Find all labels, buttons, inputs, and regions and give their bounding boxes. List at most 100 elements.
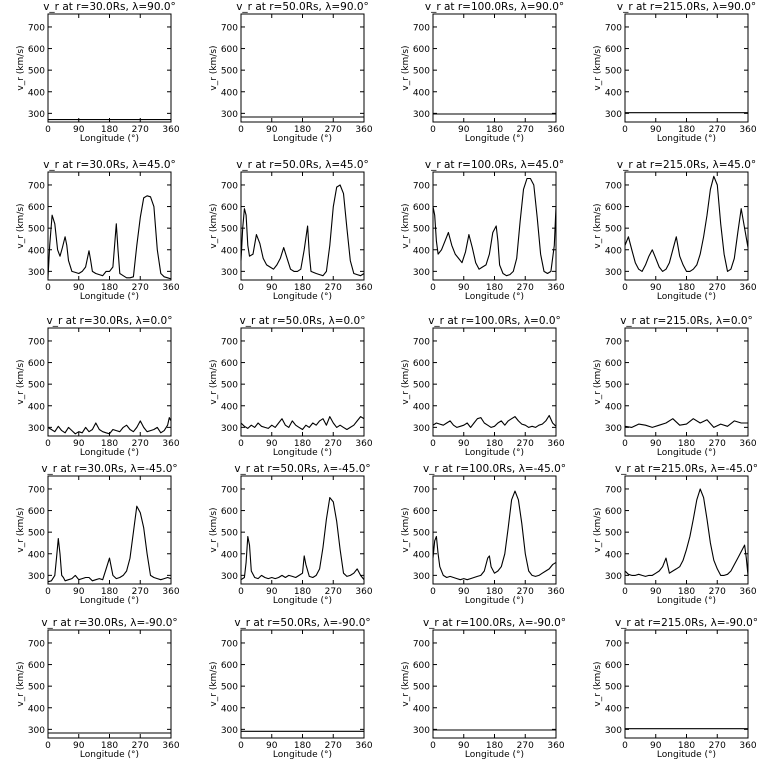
series-line bbox=[47, 417, 172, 435]
panel-4: v_r at r=215.0Rs, λ=90.0° 300 400 500 600 700… bbox=[593, 1, 757, 144]
y-tick-label: 300 bbox=[605, 424, 622, 434]
panel-title: v_r at r=100.0Rs, λ=-90.0° bbox=[423, 617, 566, 629]
x-tick-label: 270 bbox=[709, 741, 726, 751]
y-tick-label: 400 bbox=[413, 88, 430, 98]
plot-frame bbox=[432, 327, 557, 437]
y-axis-label: v_r (km/s) bbox=[401, 203, 411, 248]
y-tick-label: 500 bbox=[221, 225, 238, 235]
y-tick-label: 600 bbox=[605, 45, 622, 55]
plot-frame bbox=[624, 475, 749, 585]
y-tick-label: 700 bbox=[221, 181, 238, 191]
y-tick-label: 500 bbox=[28, 529, 45, 539]
y-tick-label: 700 bbox=[413, 23, 430, 33]
panel-2: v_r at r=50.0Rs, λ=90.0° 300 400 500 600 700 0… bbox=[209, 1, 373, 144]
y-axis-label: v_r (km/s) bbox=[401, 507, 411, 552]
y-axis-label: v_r (km/s) bbox=[209, 661, 219, 706]
series-line bbox=[240, 497, 365, 581]
x-tick-label: 90 bbox=[650, 587, 662, 597]
y-tick-label: 600 bbox=[413, 359, 430, 369]
panel-16: v_r at r=215.0Rs, λ=-45.0° 300 400 500 600 70… bbox=[593, 463, 758, 606]
x-tick-label: 0 bbox=[45, 741, 51, 751]
y-tick-label: 700 bbox=[28, 485, 45, 495]
y-tick-label: 700 bbox=[221, 639, 238, 649]
x-tick-label: 270 bbox=[325, 283, 342, 293]
y-tick-label: 300 bbox=[413, 572, 430, 582]
x-axis-label: Longitude (°) bbox=[273, 596, 332, 606]
y-tick-label: 400 bbox=[605, 550, 622, 560]
x-tick-label: 0 bbox=[238, 125, 244, 135]
x-tick-label: 180 bbox=[294, 587, 311, 597]
y-tick-label: 500 bbox=[605, 67, 622, 77]
y-tick-label: 600 bbox=[221, 661, 238, 671]
y-tick-label: 600 bbox=[28, 661, 45, 671]
series-line bbox=[624, 488, 749, 577]
y-tick-label: 600 bbox=[28, 45, 45, 55]
plot-frame bbox=[47, 629, 172, 739]
y-tick-label: 500 bbox=[413, 381, 430, 391]
y-tick-label: 700 bbox=[605, 337, 622, 347]
y-tick-label: 300 bbox=[28, 268, 45, 278]
x-tick-label: 180 bbox=[101, 439, 118, 449]
panel-10: v_r at r=50.0Rs, λ=0.0° 300 400 500 600 700 0 9… bbox=[209, 315, 373, 458]
plot-frame bbox=[624, 171, 749, 281]
x-axis-label: Longitude (°) bbox=[273, 134, 332, 144]
y-axis-label: v_r (km/s) bbox=[209, 507, 219, 552]
x-tick-label: 90 bbox=[266, 283, 278, 293]
y-tick-label: 600 bbox=[413, 661, 430, 671]
x-axis-label: Longitude (°) bbox=[657, 292, 716, 302]
x-tick-label: 180 bbox=[294, 741, 311, 751]
x-tick-label: 270 bbox=[517, 741, 534, 751]
panel-title: v_r at r=50.0Rs, λ=-45.0° bbox=[234, 463, 370, 475]
panel-title: v_r at r=215.0Rs, λ=90.0° bbox=[617, 1, 756, 13]
panel-19: v_r at r=100.0Rs, λ=-90.0° 300 400 500 600 70… bbox=[401, 617, 566, 760]
panel-14: v_r at r=50.0Rs, λ=-45.0° 300 400 500 600 700… bbox=[209, 463, 373, 606]
series-line bbox=[432, 490, 557, 581]
x-tick-label: 90 bbox=[650, 283, 662, 293]
y-tick-label: 400 bbox=[221, 704, 238, 714]
y-tick-label: 400 bbox=[221, 246, 238, 256]
panel-5: v_r at r=30.0Rs, λ=45.0° 300 400 500 600 700 0… bbox=[16, 159, 180, 302]
y-tick-label: 300 bbox=[413, 268, 430, 278]
x-tick-label: 270 bbox=[325, 741, 342, 751]
x-tick-label: 270 bbox=[517, 283, 534, 293]
y-tick-label: 400 bbox=[413, 246, 430, 256]
y-axis-label: v_r (km/s) bbox=[16, 359, 26, 404]
y-tick-label: 500 bbox=[413, 225, 430, 235]
x-tick-label: 360 bbox=[547, 439, 564, 449]
plot-frame bbox=[432, 13, 557, 123]
x-tick-label: 90 bbox=[266, 439, 278, 449]
x-tick-label: 0 bbox=[622, 439, 628, 449]
panel-1: v_r at r=30.0Rs, λ=90.0° 300 400 500 600 700 0… bbox=[16, 1, 180, 144]
panel-title: v_r at r=100.0Rs, λ=90.0° bbox=[425, 1, 564, 13]
x-tick-label: 0 bbox=[622, 741, 628, 751]
y-tick-label: 500 bbox=[605, 683, 622, 693]
x-tick-label: 270 bbox=[325, 125, 342, 135]
y-tick-label: 300 bbox=[28, 110, 45, 120]
x-tick-label: 270 bbox=[325, 439, 342, 449]
y-tick-label: 400 bbox=[605, 88, 622, 98]
x-tick-label: 360 bbox=[355, 741, 372, 751]
y-tick-label: 300 bbox=[605, 110, 622, 120]
panel-18: v_r at r=50.0Rs, λ=-90.0° 300 400 500 600 700… bbox=[209, 617, 373, 760]
y-axis-label: v_r (km/s) bbox=[209, 45, 219, 90]
x-tick-label: 270 bbox=[517, 587, 534, 597]
y-tick-label: 500 bbox=[605, 225, 622, 235]
x-tick-label: 180 bbox=[678, 125, 695, 135]
y-tick-label: 400 bbox=[28, 550, 45, 560]
y-tick-label: 300 bbox=[28, 726, 45, 736]
y-tick-label: 300 bbox=[221, 424, 238, 434]
y-tick-label: 700 bbox=[28, 181, 45, 191]
panel-9: v_r at r=30.0Rs, λ=0.0° 300 400 500 600 700 0 9… bbox=[16, 315, 180, 458]
panel-title: v_r at r=100.0Rs, λ=45.0° bbox=[425, 159, 564, 171]
y-tick-label: 700 bbox=[413, 639, 430, 649]
x-axis-label: Longitude (°) bbox=[80, 750, 139, 760]
plot-frame bbox=[47, 327, 172, 437]
y-tick-label: 500 bbox=[221, 67, 238, 77]
series-line bbox=[240, 184, 365, 277]
x-tick-label: 0 bbox=[238, 741, 244, 751]
x-tick-label: 180 bbox=[101, 587, 118, 597]
x-axis-label: Longitude (°) bbox=[465, 596, 524, 606]
y-axis-label: v_r (km/s) bbox=[401, 45, 411, 90]
panel-12: v_r at r=215.0Rs, λ=0.0° 300 400 500 600 700 0… bbox=[593, 315, 757, 458]
x-tick-label: 360 bbox=[739, 587, 756, 597]
